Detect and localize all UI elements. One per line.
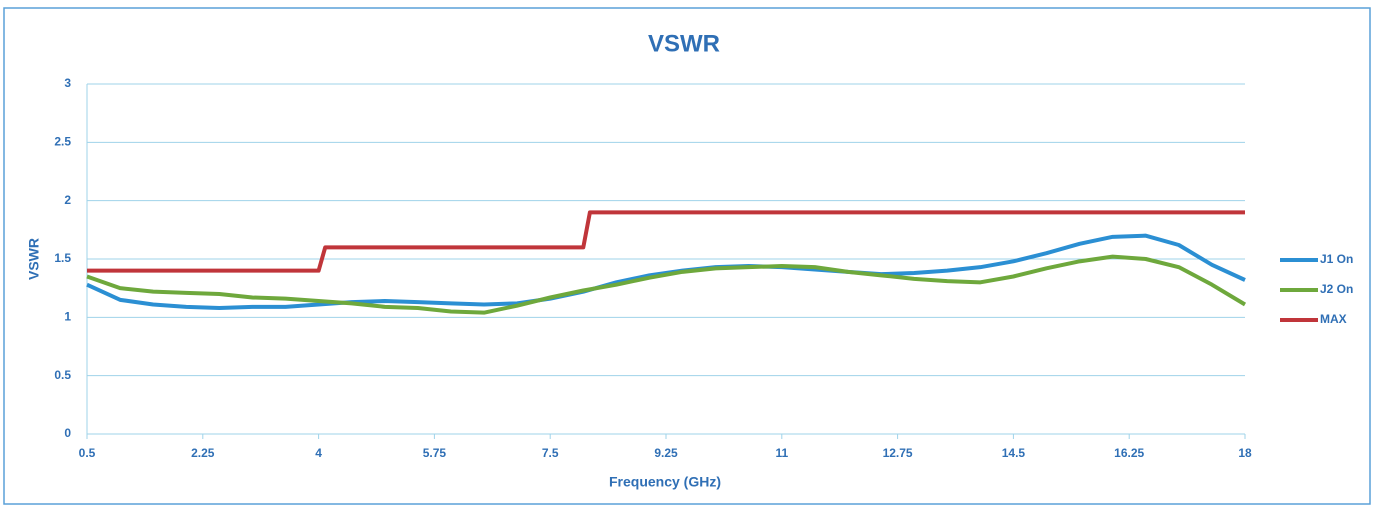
y-tick-label: 2 (64, 193, 71, 207)
x-tick-label: 14.5 (1002, 446, 1026, 460)
x-tick-label: 9.25 (654, 446, 678, 460)
y-tick-label: 1 (64, 310, 71, 324)
x-tick-label: 16.25 (1114, 446, 1144, 460)
legend-label: J2 On (1320, 282, 1353, 296)
x-tick-label: 18 (1238, 446, 1252, 460)
chart-title: VSWR (648, 30, 720, 57)
x-tick-label: 0.5 (79, 446, 96, 460)
y-tick-label: 1.5 (54, 251, 71, 265)
x-tick-label: 12.75 (883, 446, 913, 460)
y-tick-label: 0.5 (54, 368, 71, 382)
y-tick-label: 2.5 (54, 135, 71, 149)
x-tick-label: 4 (315, 446, 322, 460)
x-tick-label: 2.25 (191, 446, 215, 460)
x-tick-label: 7.5 (542, 446, 559, 460)
x-axis-label: Frequency (GHz) (609, 474, 721, 490)
chart-border (3, 7, 1371, 505)
y-axis-label: VSWR (26, 238, 42, 280)
legend-label: J1 On (1320, 252, 1353, 266)
y-tick-label: 0 (64, 426, 71, 440)
x-tick-label: 11 (775, 446, 788, 460)
series-line (86, 254, 1247, 315)
series-line (87, 210, 1245, 273)
legend-label: MAX (1320, 312, 1347, 326)
y-tick-label: 3 (64, 76, 71, 90)
x-tick-label: 5.75 (423, 446, 447, 460)
